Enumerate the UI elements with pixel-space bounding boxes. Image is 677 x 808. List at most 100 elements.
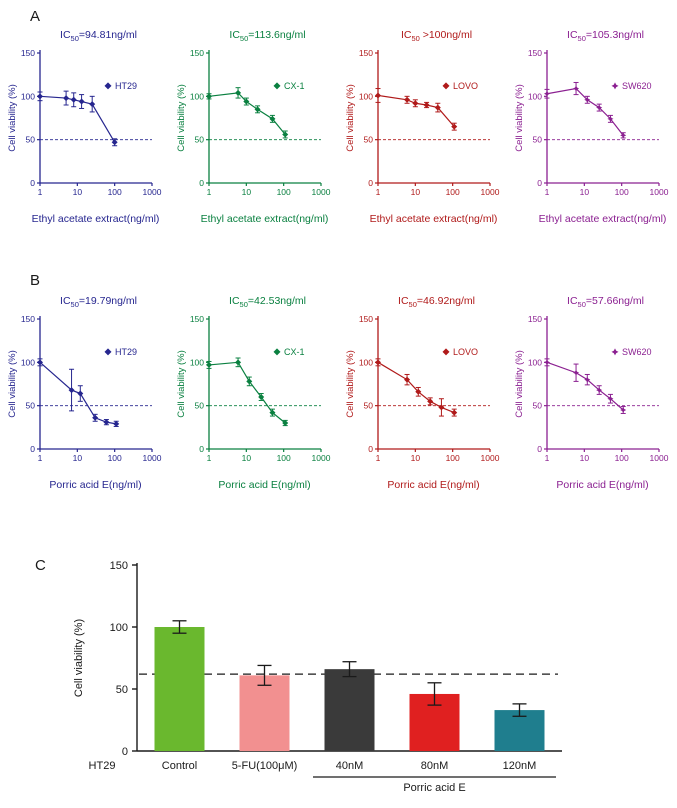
x-axis-label: Porric acid E(ng/ml) [218,479,311,491]
ic50-label: IC50=19.79ng/ml [34,294,137,309]
svg-text:Cell viability (%): Cell viability (%) [345,84,356,152]
ic50-value: =94.81ng/ml [78,29,137,41]
ic50-value: =105.3ng/ml [585,29,644,41]
ic50-sub: 50 [70,34,79,44]
line-plot-lovo-porric: Cell viability (%) 0 50 100 150 1 10 100 1000 LOV… [345,314,500,463]
ic50-prefix: IC [60,295,71,307]
svg-text:40nM: 40nM [336,760,364,772]
ic50-sub: 50 [577,300,586,310]
svg-text:100: 100 [20,91,34,101]
svg-text:0: 0 [30,444,35,454]
svg-text:1: 1 [544,453,549,463]
chart-a-cx1: IC50=113.6ng/ml Cell viability (%) 0 50 100… [170,28,339,225]
ic50-sub: 50 [411,34,420,44]
svg-text:100: 100 [110,622,128,634]
svg-text:150: 150 [189,314,203,324]
chart-b-lovo: IC50=46.92ng/ml Cell viability (%) 0 50 100… [339,294,508,491]
svg-text:150: 150 [527,314,541,324]
svg-text:HT29: HT29 [115,81,137,91]
svg-text:1000: 1000 [649,453,668,463]
svg-text:Cell viability (%): Cell viability (%) [176,84,187,152]
x-axis-label: Ethyl acetate extract(ng/ml) [369,213,498,225]
svg-text:1: 1 [37,453,42,463]
svg-text:1000: 1000 [311,453,330,463]
svg-text:100: 100 [189,357,203,367]
svg-text:150: 150 [189,48,203,58]
svg-text:0: 0 [122,746,128,758]
ic50-prefix: IC [567,29,578,41]
ic50-label: IC50=94.81ng/ml [34,28,137,43]
svg-text:5-FU(100μM): 5-FU(100μM) [232,760,298,772]
ic50-label: IC50=42.53ng/ml [203,294,306,309]
ic50-value: >100ng/ml [419,29,473,41]
ic50-prefix: IC [400,29,412,41]
svg-text:100: 100 [276,187,290,197]
svg-text:150: 150 [110,560,128,572]
svg-text:10: 10 [241,453,251,463]
line-plot-lovo-ethyl: Cell viability (%) 0 50 100 150 1 10 100 1000 LOV… [345,48,500,197]
svg-text:1: 1 [206,187,211,197]
x-axis-label: Ethyl acetate extract(ng/ml) [31,213,160,225]
svg-text:100: 100 [445,187,459,197]
line-plot-ht29-porric: Cell viability (%) 0 50 100 150 1 10 100 1000 HT2… [7,314,162,463]
ic50-prefix: IC [398,295,409,307]
ic50-value: =46.92ng/ml [416,295,475,307]
bar-plot-ht29-porric: Cell viability (%) 0 50 100 150 Control 5-FU(1… [73,560,562,794]
svg-text:Cell viability (%): Cell viability (%) [7,350,18,418]
ic50-value: =113.6ng/ml [248,29,306,41]
svg-text:100: 100 [527,91,541,101]
panel-b-row: IC50=19.79ng/ml Cell viability (%) 0 50 100… [1,294,677,491]
ic50-label: IC50=113.6ng/ml [203,28,305,43]
svg-text:Control: Control [162,760,197,772]
svg-text:0: 0 [199,444,204,454]
svg-text:10: 10 [72,453,82,463]
ic50-label: IC50=46.92ng/ml [372,294,475,309]
ic50-prefix: IC [229,29,240,41]
ic50-sub: 50 [408,300,417,310]
svg-text:1: 1 [375,453,380,463]
svg-text:50: 50 [194,135,204,145]
chart-a-ht29: IC50=94.81ng/ml Cell viability (%) 0 50 100… [1,28,170,225]
ic50-sub: 50 [239,300,248,310]
x-axis-label: Ethyl acetate extract(ng/ml) [538,213,667,225]
svg-text:100: 100 [107,187,121,197]
svg-text:HT29: HT29 [115,347,137,357]
ic50-prefix: IC [60,29,71,41]
svg-text:Cell viability (%): Cell viability (%) [514,350,525,418]
svg-text:CX-1: CX-1 [284,81,305,91]
panel-c-label: C [35,557,46,574]
ic50-prefix: IC [229,295,240,307]
ic50-sub: 50 [70,300,79,310]
svg-text:Cell viability (%): Cell viability (%) [345,350,356,418]
line-plot-sw620-ethyl: Cell viability (%) 0 50 100 150 1 10 100 1000 SW6… [514,48,669,197]
svg-text:HT29: HT29 [89,760,116,772]
line-plot-ht29-ethyl: Cell viability (%) 0 50 100 150 1 10 100 1000 HT2… [7,48,162,197]
svg-text:0: 0 [368,178,373,188]
svg-text:100: 100 [107,453,121,463]
svg-text:0: 0 [30,178,35,188]
ic50-value: =42.53ng/ml [247,295,306,307]
ic50-value: =57.66ng/ml [585,295,644,307]
svg-text:Cell viability (%): Cell viability (%) [73,619,85,697]
x-axis-label: Porric acid E(ng/ml) [387,479,480,491]
svg-text:100: 100 [189,91,203,101]
svg-text:50: 50 [194,401,204,411]
svg-text:1000: 1000 [142,453,161,463]
chart-b-ht29: IC50=19.79ng/ml Cell viability (%) 0 50 100… [1,294,170,491]
svg-text:100: 100 [20,357,34,367]
svg-text:1: 1 [206,453,211,463]
svg-text:100: 100 [614,187,628,197]
chart-a-sw620: IC50=105.3ng/ml Cell viability (%) 0 50 100… [508,28,677,225]
svg-text:50: 50 [363,401,373,411]
line-plot-sw620-porric: Cell viability (%) 0 50 100 150 1 10 100 1000 SW6… [514,314,669,463]
svg-text:150: 150 [358,48,372,58]
ic50-sub: 50 [577,34,586,44]
svg-text:CX-1: CX-1 [284,347,305,357]
svg-text:0: 0 [537,178,542,188]
svg-text:Cell viability (%): Cell viability (%) [7,84,18,152]
svg-text:10: 10 [72,187,82,197]
svg-text:120nM: 120nM [503,760,537,772]
ic50-value: =19.79ng/ml [78,295,137,307]
svg-text:100: 100 [527,357,541,367]
svg-text:50: 50 [363,135,373,145]
